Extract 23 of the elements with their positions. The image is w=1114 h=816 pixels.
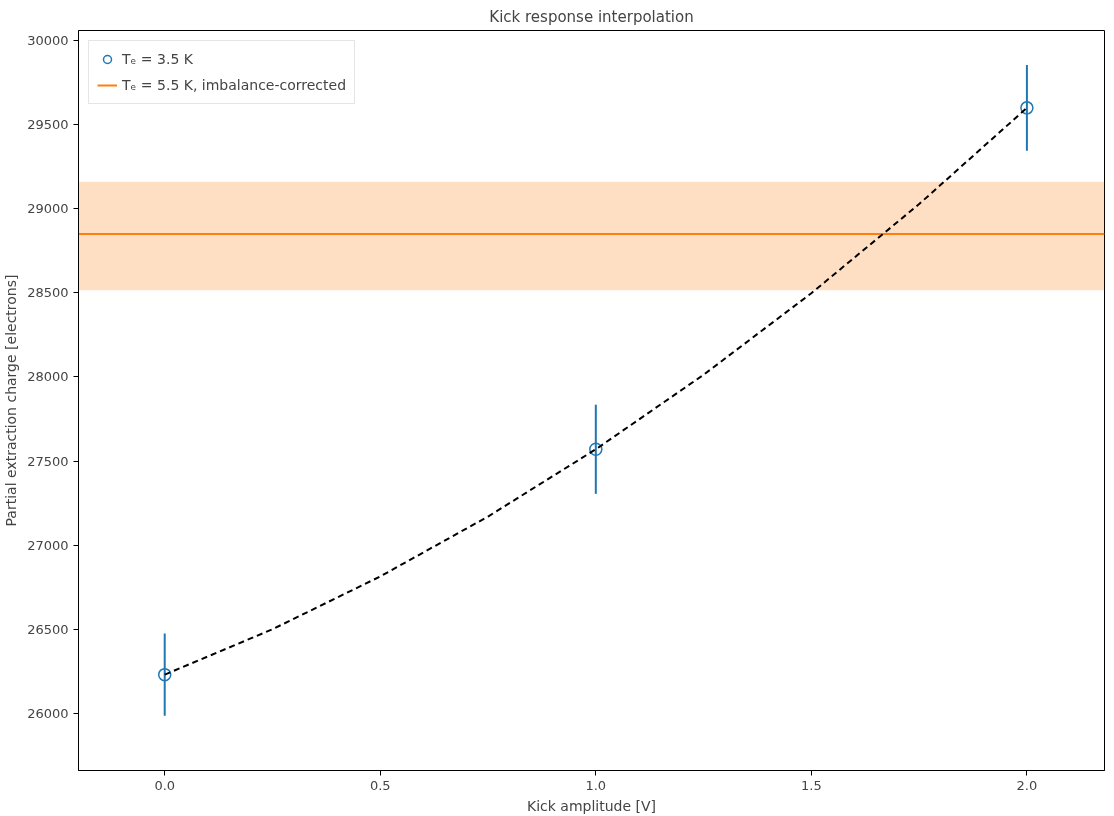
x-tick-label: 1.0: [585, 777, 607, 793]
point: [1020, 101, 1034, 115]
y-tick-label: 30000: [27, 33, 69, 49]
legend-label: Tₑ = 5.5 K, imbalance-corrected: [122, 77, 347, 93]
y-tick-label: 27000: [27, 537, 69, 553]
y-tick-label: 28000: [27, 369, 69, 385]
y-axis-title: Partial extraction charge [electrons]: [3, 274, 20, 527]
point: [157, 667, 172, 682]
y-tick-label: 26500: [27, 621, 69, 637]
y-tick-label: 27500: [27, 453, 69, 469]
point: [589, 442, 603, 457]
y-tick-label: 29500: [27, 117, 69, 133]
x-axis-title: Kick amplitude [V]: [526, 797, 657, 814]
x-tick-label: 0.5: [369, 777, 391, 793]
x-tick-label: 2.0: [1016, 777, 1038, 793]
chart-title: Kick response interpolation: [489, 7, 694, 26]
x-tick-label: 1.5: [801, 777, 822, 793]
legend-label: Tₑ = 3.5 K: [122, 51, 193, 67]
y-tick-label: 29000: [27, 201, 69, 217]
y-tick-label: 26000: [27, 705, 69, 721]
x-tick-label: 0.0: [154, 777, 176, 793]
line-series: [163, 106, 1028, 676]
y-tick-label: 28500: [27, 285, 69, 301]
